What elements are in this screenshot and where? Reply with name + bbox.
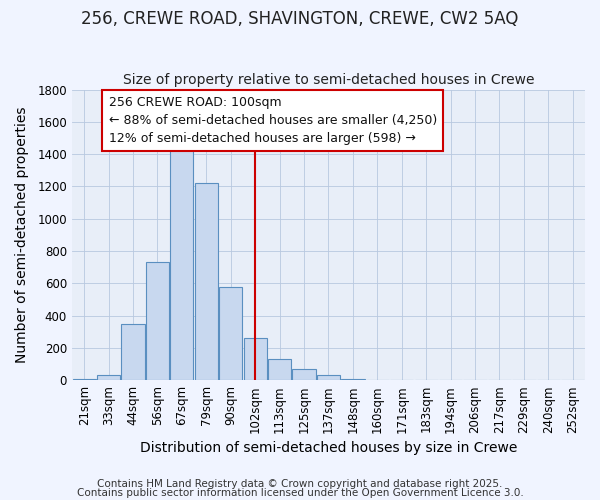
Text: Contains HM Land Registry data © Crown copyright and database right 2025.: Contains HM Land Registry data © Crown c… <box>97 479 503 489</box>
Y-axis label: Number of semi-detached properties: Number of semi-detached properties <box>15 106 29 363</box>
Bar <box>97 376 120 380</box>
Text: 256, CREWE ROAD, SHAVINGTON, CREWE, CW2 5AQ: 256, CREWE ROAD, SHAVINGTON, CREWE, CW2 … <box>82 10 518 28</box>
Bar <box>292 369 316 380</box>
Bar <box>244 338 267 380</box>
Bar <box>195 183 218 380</box>
Bar <box>170 150 193 380</box>
Text: 256 CREWE ROAD: 100sqm
← 88% of semi-detached houses are smaller (4,250)
12% of : 256 CREWE ROAD: 100sqm ← 88% of semi-det… <box>109 96 437 145</box>
Text: Contains public sector information licensed under the Open Government Licence 3.: Contains public sector information licen… <box>77 488 523 498</box>
Bar <box>317 376 340 380</box>
Title: Size of property relative to semi-detached houses in Crewe: Size of property relative to semi-detach… <box>123 73 534 87</box>
Bar <box>121 324 145 380</box>
Bar <box>219 286 242 380</box>
Bar <box>268 359 291 380</box>
X-axis label: Distribution of semi-detached houses by size in Crewe: Distribution of semi-detached houses by … <box>140 441 517 455</box>
Bar <box>146 262 169 380</box>
